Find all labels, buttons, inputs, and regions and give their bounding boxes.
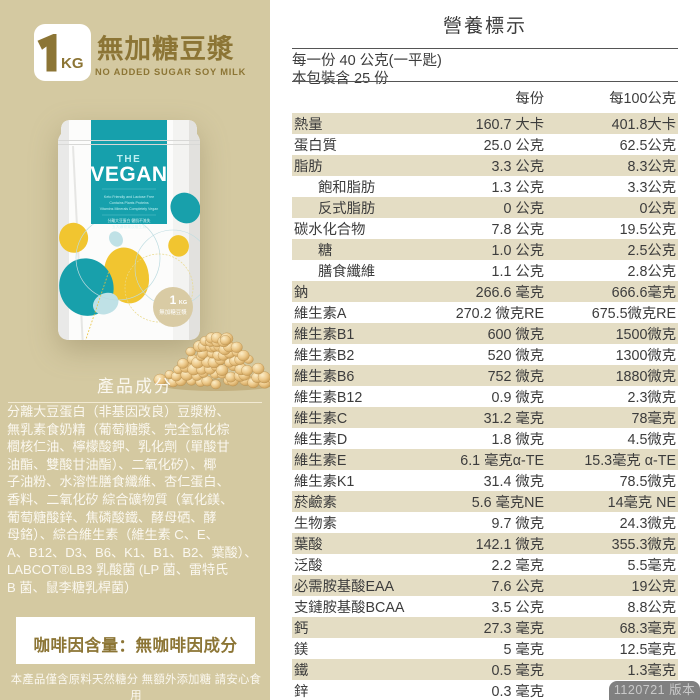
svg-text:五大礦物質及維生素: 五大礦物質及維生素	[112, 224, 146, 229]
svg-text:分離大豆蛋白 健肌不流失: 分離大豆蛋白 健肌不流失	[108, 218, 151, 223]
svg-text:VEGAN: VEGAN	[90, 163, 167, 186]
svg-text:Contains Plants Proteins: Contains Plants Proteins	[109, 201, 149, 205]
svg-text:1: 1	[170, 293, 177, 307]
svg-text:KG: KG	[179, 300, 187, 306]
svg-text:Vitamins Minerals Completely V: Vitamins Minerals Completely Vegan	[100, 207, 158, 211]
svg-text:Keto Friendly and Lactose Free: Keto Friendly and Lactose Free	[104, 195, 154, 199]
